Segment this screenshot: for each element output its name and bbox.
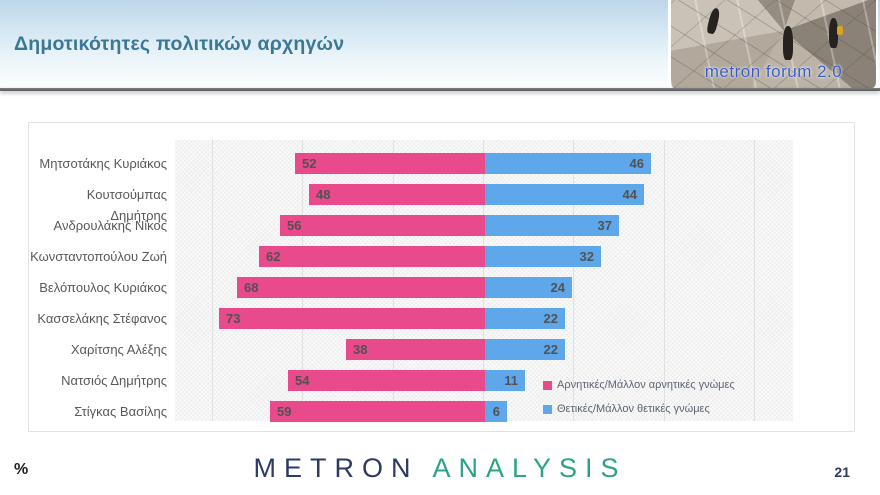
positive-value-label: 44 bbox=[622, 187, 637, 202]
negative-value-label: 59 bbox=[277, 404, 292, 419]
brand-metron-text: METRON bbox=[253, 453, 419, 483]
metron-analysis-logo: METRON ANALYSIS bbox=[0, 453, 880, 484]
negative-bar: 52 bbox=[295, 153, 485, 174]
page-number: 21 bbox=[834, 464, 850, 480]
positive-bar: 37 bbox=[485, 215, 619, 236]
positive-value-label: 37 bbox=[597, 218, 612, 233]
photo-person-silhouette bbox=[705, 7, 722, 35]
gridline bbox=[573, 140, 574, 421]
gridline bbox=[212, 140, 213, 421]
legend-swatch bbox=[543, 380, 552, 390]
negative-bar: 48 bbox=[309, 184, 485, 205]
category-label: Ανδρουλάκης Νίκος bbox=[53, 218, 167, 233]
legend-item: Θετικές/Μάλλον θετικές γνώμες bbox=[543, 402, 735, 416]
negative-value-label: 54 bbox=[295, 373, 310, 388]
positive-bar: 24 bbox=[485, 277, 572, 298]
header-divider bbox=[0, 88, 880, 91]
positive-value-label: 46 bbox=[629, 156, 644, 171]
brand-analysis-text: ANALYSIS bbox=[432, 453, 627, 483]
negative-value-label: 48 bbox=[316, 187, 331, 202]
negative-bar: 73 bbox=[219, 308, 485, 329]
photo-person-silhouette bbox=[783, 26, 793, 60]
category-label: Κασσελάκης Στέφανος bbox=[37, 311, 167, 326]
category-label: Μητσοτάκης Κυριάκος bbox=[39, 156, 167, 171]
percent-unit-label: % bbox=[14, 461, 29, 478]
gridline bbox=[754, 140, 755, 421]
category-label: Στίγκας Βασίλης bbox=[74, 404, 167, 419]
negative-value-label: 38 bbox=[353, 342, 368, 357]
positive-bar: 22 bbox=[485, 339, 565, 360]
metron-forum-logo-photo: metron forum 2.0 bbox=[668, 0, 878, 88]
legend-item: Αρνητικές/Μάλλον αρνητικές γνώμες bbox=[543, 378, 735, 392]
positive-bar: 22 bbox=[485, 308, 565, 329]
positive-value-label: 24 bbox=[550, 280, 565, 295]
category-label: Κωνσταντοπούλου Ζωή bbox=[30, 249, 167, 264]
positive-bar: 46 bbox=[485, 153, 651, 174]
category-label: Βελόπουλος Κυριάκος bbox=[39, 280, 167, 295]
positive-bar: 6 bbox=[485, 401, 507, 422]
photo-person-silhouette bbox=[829, 18, 838, 48]
negative-bar: 38 bbox=[346, 339, 485, 360]
positive-bar: 11 bbox=[485, 370, 525, 391]
negative-value-label: 52 bbox=[302, 156, 317, 171]
positive-bar: 44 bbox=[485, 184, 644, 205]
negative-bar: 56 bbox=[280, 215, 485, 236]
category-label: Χαρίτσης Αλέξης bbox=[70, 342, 167, 357]
legend-label: Θετικές/Μάλλον θετικές γνώμες bbox=[557, 403, 710, 415]
positive-value-label: 11 bbox=[504, 373, 518, 388]
negative-bar: 62 bbox=[259, 246, 485, 267]
photo-bag-detail bbox=[837, 26, 843, 35]
logo-caption: metron forum 2.0 bbox=[704, 62, 843, 81]
legend-label: Αρνητικές/Μάλλον αρνητικές γνώμες bbox=[557, 379, 735, 391]
page-title: Δημοτικότητες πολιτικών αρχηγών bbox=[14, 33, 345, 55]
positive-bar: 32 bbox=[485, 246, 601, 267]
negative-bar: 68 bbox=[237, 277, 485, 298]
negative-value-label: 56 bbox=[287, 218, 302, 233]
positive-value-label: 22 bbox=[543, 311, 558, 326]
negative-value-label: 62 bbox=[266, 249, 281, 264]
positive-value-label: 22 bbox=[543, 342, 558, 357]
plot-area: 52 46 48 44 56 37 62 32 68 24 73 22 38 22 54 11 59 6 Αρνη… bbox=[175, 140, 793, 422]
legend: Αρνητικές/Μάλλον αρνητικές γνώμες Θετικές… bbox=[543, 378, 735, 426]
negative-value-label: 68 bbox=[244, 280, 259, 295]
category-label: Κουτσούμπας Δημήτρης bbox=[86, 187, 167, 223]
positive-value-label: 32 bbox=[579, 249, 594, 264]
gridline bbox=[664, 140, 665, 421]
chart-card: Μητσοτάκης Κυριάκος Κουτσούμπας Δημήτρης Α… bbox=[28, 122, 855, 432]
legend-swatch bbox=[543, 404, 552, 414]
negative-bar: 54 bbox=[288, 370, 485, 391]
negative-bar: 59 bbox=[270, 401, 485, 422]
positive-value-label: 6 bbox=[492, 404, 500, 419]
negative-value-label: 73 bbox=[226, 311, 241, 326]
category-label: Νατσιός Δημήτρης bbox=[61, 373, 167, 388]
